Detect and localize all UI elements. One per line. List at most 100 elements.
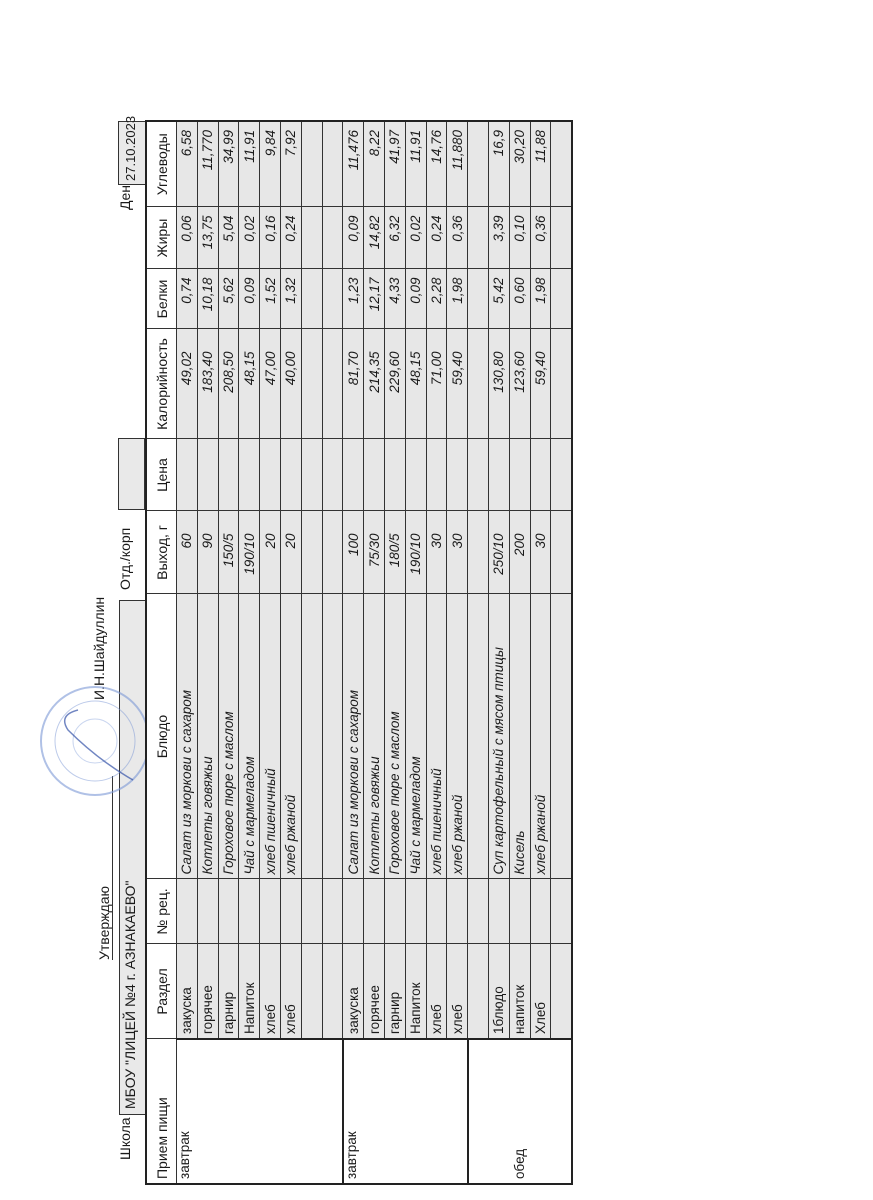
dept-label: Отд./корп <box>117 527 133 590</box>
cell-section: гарнир <box>384 944 406 1039</box>
cell-fat <box>467 207 489 269</box>
table-row: гарнир Гороховое пюре с маслом 150/5 208,50… <box>218 121 239 1184</box>
cell-protein: 5,42 <box>488 269 510 329</box>
table-row <box>301 121 323 1184</box>
cell-yield: 150/5 <box>218 511 239 594</box>
cell-fat: 0,10 <box>509 207 531 269</box>
cell-protein: 4,33 <box>384 269 406 329</box>
cell-carbs: 41,97 <box>384 121 406 207</box>
cell-price <box>405 439 427 511</box>
cell-recipe-no <box>176 879 198 944</box>
cell-carbs: 7,92 <box>280 121 302 207</box>
cell-recipe-no <box>405 879 427 944</box>
cell-recipe-no <box>426 879 447 944</box>
cell-calories: 81,70 <box>342 329 364 439</box>
table-row: хлеб хлеб ржаной 20 40,00 1,32 0,24 7,92 <box>280 121 302 1184</box>
cell-section <box>467 944 489 1039</box>
cell-calories: 208,50 <box>218 329 239 439</box>
cell-calories: 71,00 <box>426 329 447 439</box>
cell-yield <box>322 511 343 594</box>
cell-yield: 30 <box>530 511 551 594</box>
cell-section: хлеб <box>259 944 281 1039</box>
cell-dish: хлеб ржаной <box>446 594 468 879</box>
cell-fat: 0,06 <box>176 207 198 269</box>
cell-section: гарнир <box>218 944 239 1039</box>
column-header-yield: Выход, г <box>146 511 177 594</box>
table-row: хлеб хлеб пшеничный 20 47,00 1,52 0,16 9,84 <box>259 121 281 1184</box>
cell-fat: 14,82 <box>363 207 385 269</box>
meal-cell: обед <box>467 1039 573 1184</box>
cell-section <box>322 944 343 1039</box>
cell-protein <box>550 269 573 329</box>
cell-fat: 0,16 <box>259 207 281 269</box>
column-header-price: Цена <box>146 439 177 511</box>
cell-price <box>509 439 531 511</box>
cell-protein: 1,32 <box>280 269 302 329</box>
cell-protein: 0,09 <box>238 269 260 329</box>
cell-carbs: 6,58 <box>176 121 198 207</box>
cell-dish: хлеб пшеничный <box>426 594 447 879</box>
cell-yield: 75/30 <box>363 511 385 594</box>
cell-calories: 48,15 <box>238 329 260 439</box>
cell-fat: 0,02 <box>238 207 260 269</box>
cell-price <box>218 439 239 511</box>
cell-recipe-no <box>550 879 573 944</box>
cell-protein: 0,60 <box>509 269 531 329</box>
cell-section: напиток <box>509 944 531 1039</box>
cell-protein: 1,23 <box>342 269 364 329</box>
cell-yield: 60 <box>176 511 198 594</box>
cell-dish: хлеб ржаной <box>530 594 551 879</box>
cell-fat: 6,32 <box>384 207 406 269</box>
cell-section: хлеб <box>446 944 468 1039</box>
cell-recipe-no <box>363 879 385 944</box>
cell-price <box>530 439 551 511</box>
cell-carbs: 11,476 <box>342 121 364 207</box>
cell-calories: 49,02 <box>176 329 198 439</box>
cell-dish: Чай с мармеладом <box>238 594 260 879</box>
table-row: 1блюдо Суп картофельный с мясом птицы 250/… <box>488 121 510 1184</box>
cell-calories: 40,00 <box>280 329 302 439</box>
cell-price <box>197 439 219 511</box>
date-field: 27.10.2023 <box>118 116 146 185</box>
cell-fat: 0,36 <box>530 207 551 269</box>
cell-recipe-no <box>509 879 531 944</box>
cell-section: хлеб <box>280 944 302 1039</box>
cell-carbs: 8,22 <box>363 121 385 207</box>
cell-price <box>488 439 510 511</box>
cell-price <box>363 439 385 511</box>
cell-recipe-no <box>342 879 364 944</box>
dept-field <box>118 438 145 510</box>
cell-section: Хлеб <box>530 944 551 1039</box>
cell-recipe-no <box>488 879 510 944</box>
cell-fat: 0,02 <box>405 207 427 269</box>
cell-price <box>176 439 198 511</box>
table-row: хлеб хлеб пшеничный 30 71,00 2,28 0,24 14,76 <box>426 121 447 1184</box>
official-stamp <box>40 686 150 796</box>
cell-fat: 0,24 <box>280 207 302 269</box>
cell-fat <box>301 207 323 269</box>
cell-recipe-no <box>301 879 323 944</box>
cell-recipe-no <box>259 879 281 944</box>
cell-dish: Салат из моркови с сахаром <box>176 594 198 879</box>
cell-calories <box>467 329 489 439</box>
cell-recipe-no <box>197 879 219 944</box>
cell-section <box>550 944 573 1039</box>
approve-label: Утверждаю <box>96 776 113 960</box>
cell-dish: Гороховое пюре с маслом <box>218 594 239 879</box>
cell-yield: 190/10 <box>238 511 260 594</box>
cell-price <box>280 439 302 511</box>
cell-dish: Суп картофельный с мясом птицы <box>488 594 510 879</box>
table-row <box>322 121 343 1184</box>
cell-fat <box>322 207 343 269</box>
cell-fat: 5,04 <box>218 207 239 269</box>
cell-protein: 5,62 <box>218 269 239 329</box>
cell-calories <box>322 329 343 439</box>
cell-section: Напиток <box>405 944 427 1039</box>
meal-cell: завтрак <box>342 1039 468 1184</box>
cell-carbs: 14,76 <box>426 121 447 207</box>
cell-section: хлеб <box>426 944 447 1039</box>
cell-fat: 0,24 <box>426 207 447 269</box>
column-header-carbs: Углеводы <box>146 121 177 207</box>
cell-price <box>426 439 447 511</box>
